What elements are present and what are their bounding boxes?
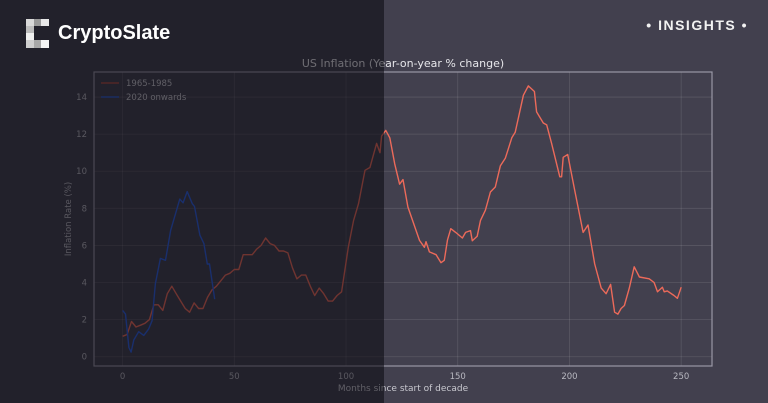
x-tick-label: 0 [120,372,125,382]
x-tick-label: 200 [561,372,577,382]
y-tick-label: 12 [76,130,87,140]
brand: CryptoSlate [26,19,170,48]
y-tick-label: 14 [76,93,87,103]
y-tick-label: 8 [82,204,87,214]
brand-name: CryptoSlate [58,22,171,44]
y-axis-label: Inflation Rate (%) [64,182,74,256]
x-tick-label: 50 [229,372,240,382]
x-axis-label: Months since start of decade [338,384,469,394]
y-tick-label: 4 [82,279,87,289]
cryptoslate-logo-icon [26,19,49,48]
plot-frame [93,71,713,367]
legend: 1965-1985 2020 onwards [101,79,187,103]
insights-badge: • INSIGHTS • [646,17,748,33]
y-tick-label: 0 [82,353,87,363]
chart-title: US Inflation (Year-on-year % change) [302,57,504,70]
legend-label-1965: 1965-1985 [126,79,172,89]
x-tick-label: 100 [338,372,354,382]
series-line-2020-onwards [122,190,216,353]
y-tick-label: 10 [76,167,87,177]
series-line-1965-1985 [122,85,682,337]
x-tick-label: 150 [450,372,466,382]
legend-label-2020: 2020 onwards [126,93,187,103]
y-tick-label: 2 [82,316,87,326]
y-tick-label: 6 [82,241,87,251]
x-tick-label: 250 [673,372,689,382]
